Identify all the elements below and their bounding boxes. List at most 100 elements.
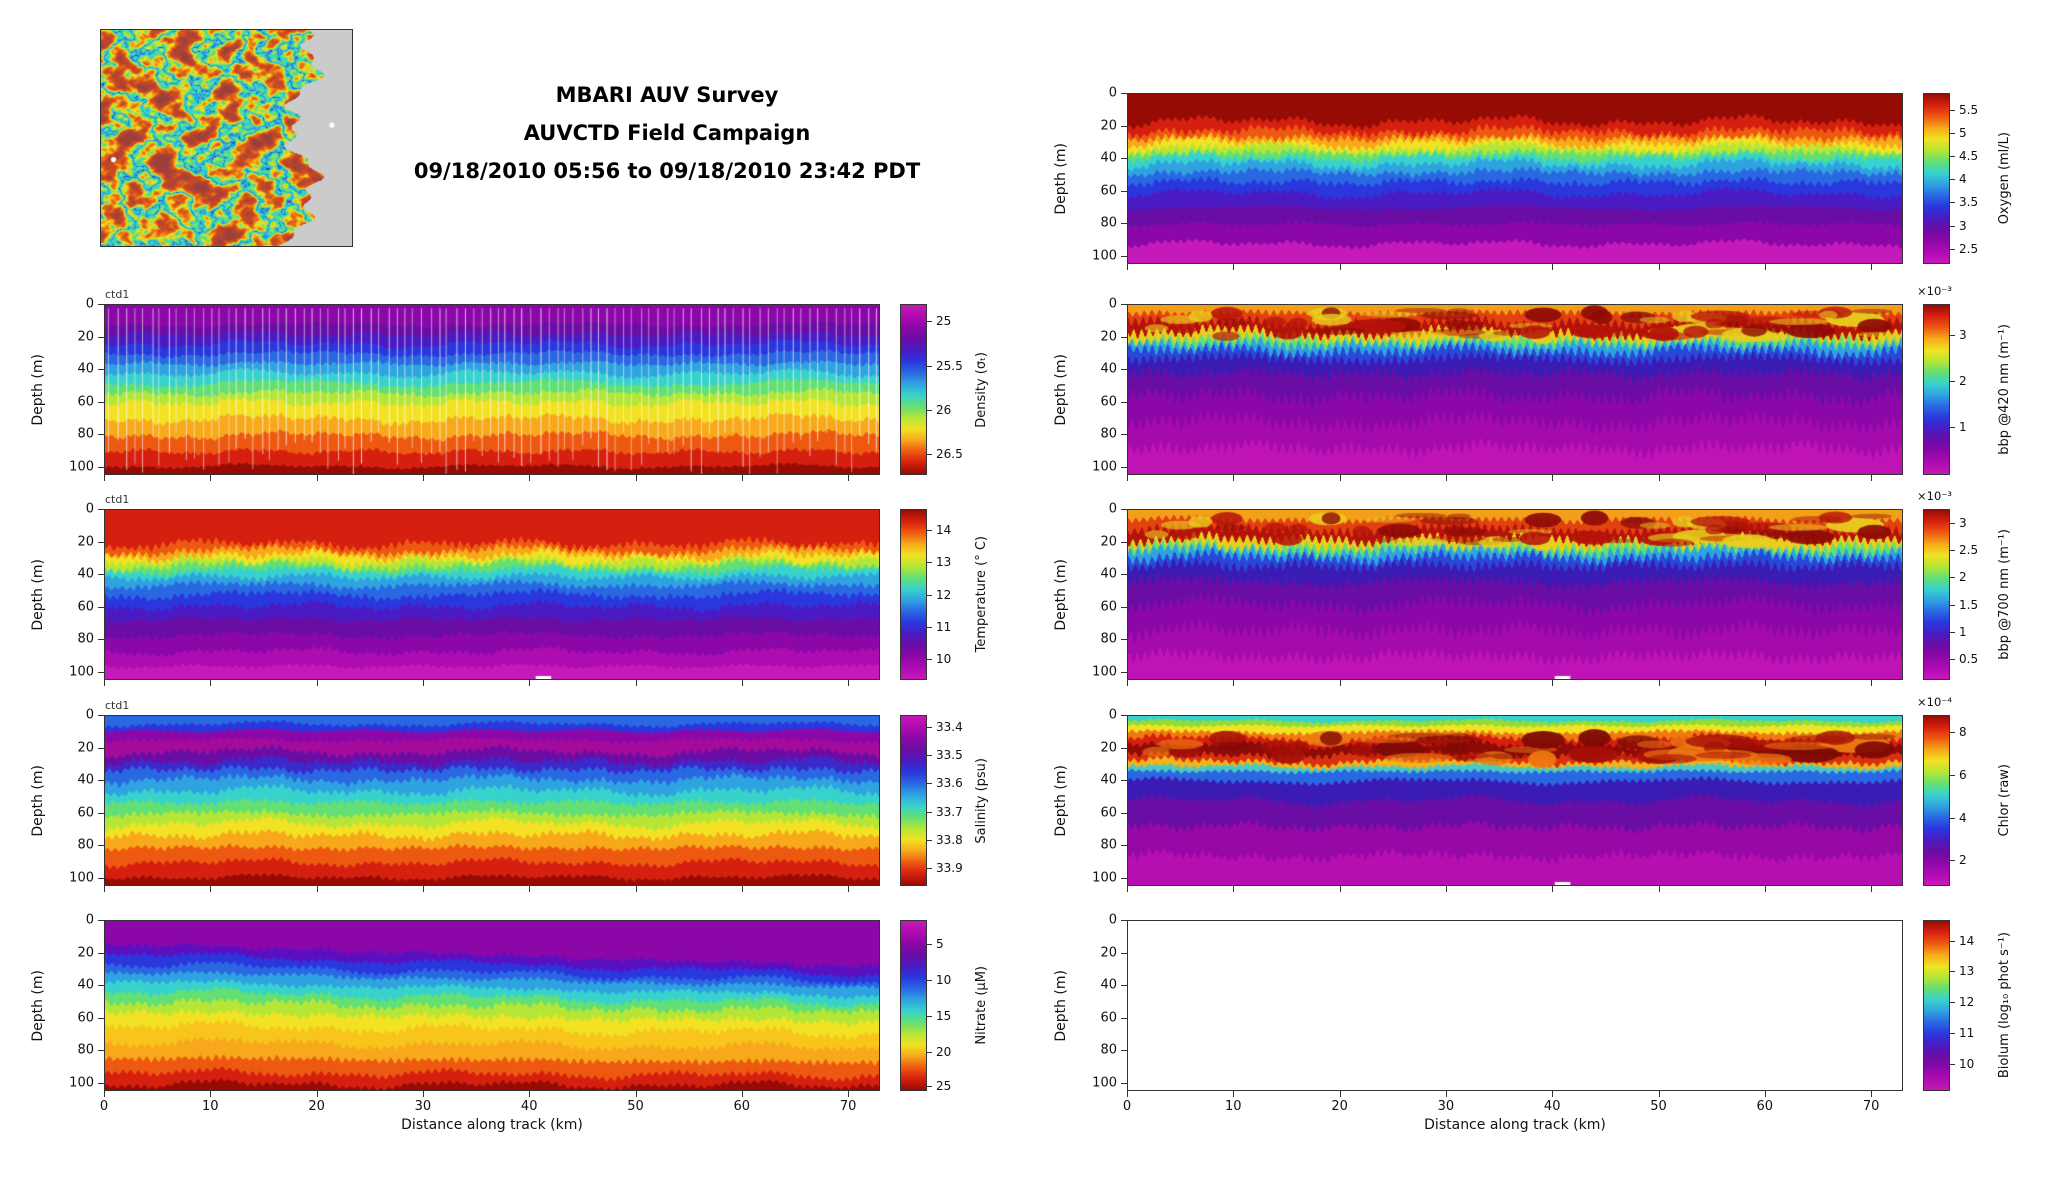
y-tick-mark: [98, 812, 104, 814]
y-axis-label: Depth (m): [1051, 93, 1071, 264]
y-tick-mark: [1121, 190, 1127, 192]
colorbar-tick-label: 3: [1959, 218, 1967, 233]
plot-area-bbp420: [1127, 304, 1903, 475]
colorbar-tick-mark: [1950, 971, 1955, 973]
y-tick-mark: [98, 920, 104, 921]
plot-area-oxygen: [1127, 93, 1903, 264]
section-canvas-oxygen: [1128, 94, 1902, 263]
y-tick-mark: [1121, 255, 1127, 257]
title-line-2: AUVCTD Field Campaign: [523, 121, 811, 145]
colorbar-exponent: ×10⁻³: [1917, 489, 1952, 503]
panel-oxygen: 0 20 40 60 80 100 Depth (m) 5.5 5 4.5 4 3.5 3 2.5 Oxyg…: [1053, 86, 2012, 270]
colorbar-tick-mark: [1950, 1032, 1955, 1034]
y-tick-label: 40: [77, 361, 94, 377]
x-tick-mark: [635, 886, 637, 892]
colorbar-tick-mark: [927, 410, 932, 412]
colorbar-tick-label: 33.8: [936, 832, 963, 847]
y-axis-label-text: Depth (m): [1053, 558, 1069, 631]
colorbar-tick-label: 2: [1959, 853, 1967, 868]
x-tick-mark: [210, 886, 212, 892]
colorbar-tick-label: 3: [1959, 327, 1967, 342]
x-tick-label: 0: [1122, 1099, 1132, 1114]
x-tick-mark: [422, 1091, 424, 1097]
colorbar-tick-mark: [927, 1051, 932, 1053]
x-tick-mark: [1127, 264, 1128, 270]
x-tick-label: 40: [520, 1099, 538, 1114]
y-tick-mark: [98, 574, 104, 576]
x-tick-label: 20: [308, 1099, 325, 1114]
plot-area-density: [104, 304, 880, 475]
y-tick-label: 60: [77, 1010, 94, 1026]
x-tick-mark: [1445, 475, 1447, 481]
y-tick-label: 0: [1108, 85, 1117, 101]
colorbar-tick-mark: [927, 1085, 932, 1087]
y-tick-mark: [1121, 574, 1127, 576]
y-tick-mark: [98, 541, 104, 543]
colorbar-tick-mark: [1950, 334, 1955, 336]
y-tick-label: 40: [1100, 361, 1117, 377]
panel-temperature: ctd1 0 20 40 60 80 100 Depth (m) 14 13 12 11 10 Tempe…: [30, 493, 989, 686]
colorbar-tick-mark: [927, 979, 932, 981]
x-tick-label: 40: [1543, 1099, 1561, 1114]
y-tick-mark: [1121, 434, 1127, 436]
colorbar-tick-label: 13: [936, 555, 952, 569]
y-tick-label: 100: [69, 870, 94, 886]
x-tick-mark: [1233, 1091, 1235, 1097]
y-tick-label: 80: [77, 1042, 94, 1058]
y-axis-label: Depth (m): [1051, 715, 1071, 886]
colorbar-tick-label: 3.5: [1959, 195, 1979, 210]
y-tick-mark: [98, 877, 104, 879]
section-canvas-chlor: [1128, 716, 1902, 885]
y-tick-label: 80: [1100, 426, 1117, 442]
y-tick-mark: [1121, 466, 1127, 468]
x-tick-mark: [1445, 680, 1447, 686]
y-tick-mark: [98, 639, 104, 641]
colorbar-tick-label: 2.5: [1959, 543, 1979, 558]
colorbar-bbp700: [1923, 509, 1950, 680]
y-tick-mark: [1121, 158, 1127, 160]
y-tick-label: 100: [1092, 248, 1117, 264]
colorbar-axis-label-text: Temperature (° C): [973, 536, 989, 653]
x-tick-mark: [1233, 680, 1235, 686]
y-tick-mark: [1121, 715, 1127, 716]
colorbar-axis-label: Oxygen (ml/L): [1995, 93, 2013, 264]
colorbar-tick-label: 1: [1959, 420, 1967, 435]
colorbar-tick-mark: [1950, 380, 1955, 382]
x-tick-mark: [422, 680, 424, 686]
colorbar-tick-mark: [1950, 156, 1955, 158]
y-tick-label: 0: [85, 912, 94, 928]
colorbar-tick-mark: [927, 839, 932, 841]
colorbar-axis-label: Biolum (log₁₀ phot s⁻¹): [1995, 920, 2013, 1091]
x-tick-mark: [1445, 886, 1447, 892]
colorbar-tick-mark: [927, 868, 932, 870]
y-tick-label: 60: [1100, 394, 1117, 410]
colorbar-tick-label: 11: [1959, 1025, 1975, 1040]
colorbar-tick-mark: [927, 726, 932, 728]
colorbar-temperature: [900, 509, 927, 680]
colorbar-axis-label-text: Density (σₜ): [973, 351, 989, 428]
y-tick-label: 0: [1108, 296, 1117, 312]
colorbar-tick-label: 15: [936, 1008, 952, 1023]
y-tick-label: 20: [1100, 534, 1117, 550]
y-tick-mark: [98, 401, 104, 403]
colorbar-biolum: [1923, 920, 1950, 1091]
y-tick-mark: [1121, 780, 1127, 782]
colorbar-tick-label: 1: [1959, 625, 1967, 640]
x-tick-mark: [316, 475, 318, 481]
colorbar-tick-label: 14: [936, 522, 952, 537]
colorbar-tick-label: 14: [1959, 933, 1975, 948]
y-axis-label-text: Depth (m): [30, 969, 46, 1042]
colorbar-axis-label: Salinity (psu): [972, 715, 990, 886]
x-tick-mark: [1339, 1091, 1341, 1097]
colorbar-axis-label: Density (σₜ): [972, 304, 990, 475]
y-tick-mark: [1121, 509, 1127, 510]
y-tick-mark: [98, 985, 104, 987]
colorbar-tick-label: 33.5: [936, 748, 963, 763]
colorbar-axis-label-text: Nitrate (μM): [973, 966, 989, 1045]
colorbar-axis-label: Temperature (° C): [972, 509, 990, 680]
x-tick-mark: [848, 475, 850, 481]
y-tick-mark: [98, 509, 104, 510]
annotation-label: ctd1: [105, 699, 130, 712]
y-tick-label: 80: [77, 426, 94, 442]
y-axis-label: Depth (m): [28, 304, 48, 475]
